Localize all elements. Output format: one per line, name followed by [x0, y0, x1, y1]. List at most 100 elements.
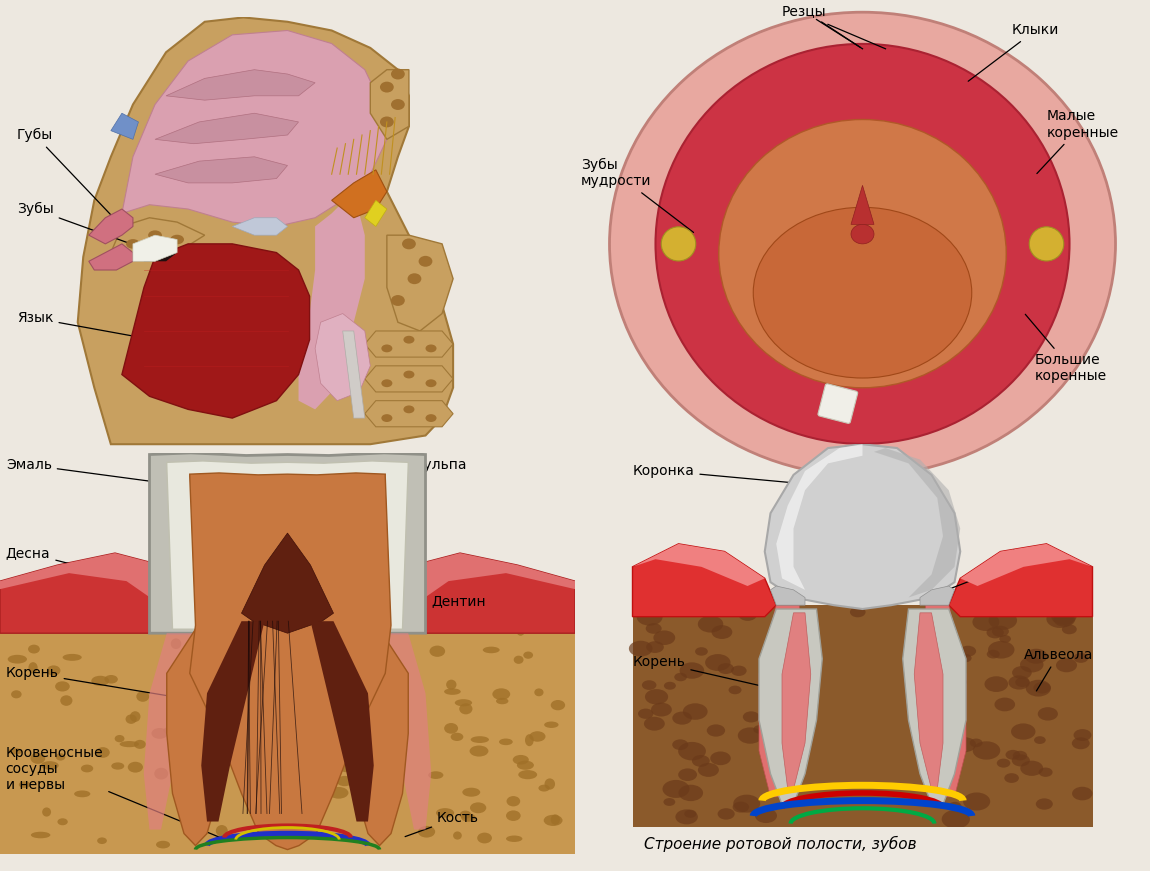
Circle shape: [1034, 682, 1051, 693]
Ellipse shape: [95, 747, 109, 758]
Ellipse shape: [156, 841, 170, 848]
Ellipse shape: [404, 406, 414, 414]
Ellipse shape: [154, 767, 168, 780]
Ellipse shape: [426, 414, 437, 422]
Circle shape: [942, 810, 969, 828]
Ellipse shape: [516, 625, 526, 636]
Text: Эмаль: Эмаль: [6, 458, 176, 484]
Polygon shape: [770, 586, 805, 605]
Polygon shape: [920, 586, 954, 605]
Circle shape: [1004, 773, 1019, 783]
Ellipse shape: [462, 787, 481, 797]
Ellipse shape: [519, 770, 537, 780]
Ellipse shape: [404, 336, 414, 343]
Text: Кровеносные
сосуды
и нервы: Кровеносные сосуды и нервы: [6, 746, 228, 841]
Polygon shape: [960, 544, 1092, 586]
Ellipse shape: [496, 698, 508, 705]
Ellipse shape: [8, 655, 26, 664]
Ellipse shape: [459, 703, 473, 714]
Ellipse shape: [242, 706, 251, 719]
Circle shape: [984, 676, 1009, 692]
Text: Малые
коренные: Малые коренные: [1037, 110, 1119, 173]
Ellipse shape: [216, 825, 228, 836]
Circle shape: [733, 801, 749, 813]
Ellipse shape: [105, 675, 117, 684]
Ellipse shape: [529, 732, 545, 742]
Ellipse shape: [125, 714, 137, 724]
Ellipse shape: [128, 762, 143, 773]
Ellipse shape: [1029, 226, 1064, 261]
Ellipse shape: [298, 771, 315, 778]
Circle shape: [1026, 679, 1051, 697]
Ellipse shape: [544, 779, 555, 790]
Ellipse shape: [174, 787, 189, 793]
Circle shape: [1015, 678, 1029, 687]
Ellipse shape: [460, 811, 471, 819]
Ellipse shape: [380, 82, 393, 92]
Circle shape: [1012, 754, 1030, 766]
Circle shape: [756, 808, 777, 823]
Ellipse shape: [483, 646, 499, 653]
Ellipse shape: [152, 728, 168, 739]
Text: Язык: Язык: [17, 311, 175, 343]
Ellipse shape: [719, 119, 1006, 388]
Ellipse shape: [259, 679, 271, 690]
Circle shape: [1011, 724, 1035, 739]
Ellipse shape: [286, 814, 298, 824]
Ellipse shape: [91, 676, 109, 686]
Ellipse shape: [334, 677, 352, 687]
Circle shape: [678, 742, 706, 760]
Polygon shape: [167, 629, 242, 846]
Circle shape: [678, 785, 703, 801]
Polygon shape: [201, 621, 264, 821]
Circle shape: [964, 793, 990, 811]
Ellipse shape: [429, 645, 445, 657]
Polygon shape: [167, 461, 408, 629]
Polygon shape: [782, 613, 811, 789]
Polygon shape: [299, 192, 365, 409]
Ellipse shape: [163, 726, 179, 734]
Circle shape: [678, 768, 697, 781]
Circle shape: [992, 625, 1009, 637]
Ellipse shape: [301, 739, 321, 746]
Polygon shape: [903, 609, 966, 805]
Circle shape: [1020, 760, 1043, 776]
Ellipse shape: [470, 802, 486, 814]
Ellipse shape: [207, 760, 225, 768]
Polygon shape: [365, 366, 453, 392]
Circle shape: [761, 692, 773, 701]
Ellipse shape: [461, 814, 476, 821]
Circle shape: [680, 662, 704, 679]
Circle shape: [959, 654, 972, 662]
Text: Дентин: Дентин: [376, 594, 486, 620]
Polygon shape: [759, 605, 805, 797]
Circle shape: [651, 703, 672, 717]
Polygon shape: [331, 170, 386, 218]
Polygon shape: [365, 200, 386, 226]
Ellipse shape: [380, 117, 393, 127]
Ellipse shape: [62, 654, 82, 661]
Circle shape: [645, 623, 661, 634]
Ellipse shape: [454, 699, 473, 706]
Circle shape: [711, 752, 730, 765]
Ellipse shape: [382, 379, 392, 388]
Polygon shape: [632, 605, 1092, 827]
Circle shape: [1053, 612, 1075, 627]
Ellipse shape: [8, 748, 22, 754]
Polygon shape: [365, 401, 453, 427]
Ellipse shape: [363, 807, 384, 819]
Ellipse shape: [60, 695, 72, 706]
Polygon shape: [0, 553, 184, 621]
Ellipse shape: [402, 239, 416, 249]
Ellipse shape: [40, 761, 59, 770]
Ellipse shape: [516, 760, 534, 770]
Ellipse shape: [78, 627, 93, 633]
Polygon shape: [133, 244, 177, 261]
Ellipse shape: [851, 225, 874, 244]
Polygon shape: [0, 613, 575, 854]
Ellipse shape: [544, 814, 562, 826]
Text: Альвеола: Альвеола: [1024, 648, 1092, 691]
Circle shape: [645, 689, 668, 705]
Polygon shape: [343, 331, 365, 418]
Ellipse shape: [444, 723, 458, 733]
